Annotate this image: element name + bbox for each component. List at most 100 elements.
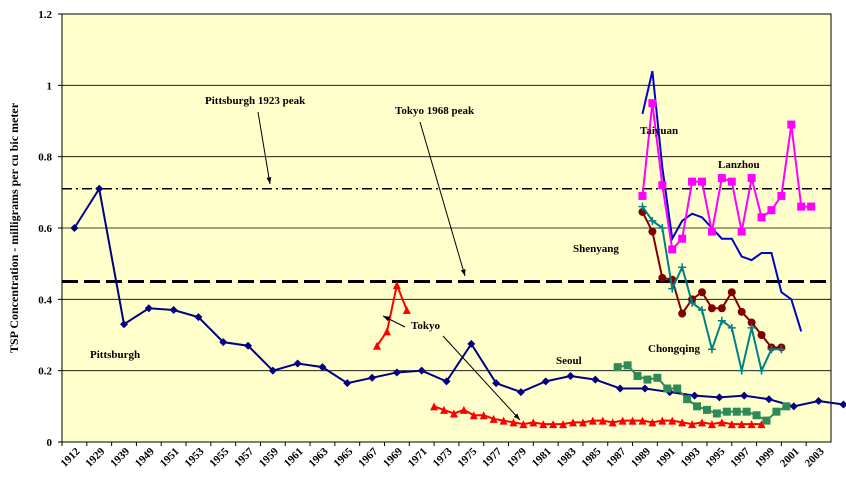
data-point (752, 411, 761, 420)
data-point (566, 372, 575, 381)
data-point (293, 359, 302, 368)
data-point (440, 405, 449, 414)
data-point (373, 341, 382, 350)
data-point (747, 174, 756, 183)
data-point (707, 227, 716, 236)
data-point (683, 395, 692, 404)
y-tick-label: 0.6 (38, 223, 52, 235)
x-tick-label: 2003 (803, 445, 827, 469)
data-point (740, 391, 749, 400)
data-point (459, 405, 468, 414)
data-point (648, 418, 657, 427)
y-tick-label: 0.2 (38, 366, 52, 378)
data-point (698, 177, 707, 186)
data-point (757, 331, 766, 339)
data-point (318, 363, 327, 372)
data-point (549, 420, 558, 429)
y-tick-labels: 0 0.2 0.4 0.6 0.8 1 1.2 (38, 9, 62, 449)
data-point (169, 306, 178, 315)
x-tick-label: 1989 (629, 445, 653, 469)
series-seoul (613, 361, 791, 425)
data-point (591, 375, 600, 384)
data-point (144, 304, 153, 313)
y-tick-label: 1 (47, 80, 53, 92)
x-tick-label: 1939 (108, 445, 132, 469)
data-point (509, 418, 518, 427)
data-point (668, 416, 677, 425)
data-point (95, 184, 104, 193)
x-tick-label: 1955 (207, 445, 231, 469)
data-point (698, 288, 707, 297)
data-point (727, 177, 736, 186)
data-point (747, 318, 756, 327)
data-point (244, 341, 253, 350)
data-point (789, 402, 798, 411)
annotation-label: Pittsburgh (90, 349, 140, 361)
series-line (73, 186, 846, 408)
data-point (782, 402, 791, 411)
series-taiyuan (641, 70, 803, 332)
annotation-label: Seoul (556, 355, 582, 367)
data-point (194, 313, 203, 322)
data-point (402, 306, 411, 315)
x-tick-label: 1977 (480, 445, 504, 469)
annotation-arrowhead (266, 177, 272, 184)
y-tick-label: 1.2 (38, 9, 52, 21)
x-tick-label: 1969 (381, 445, 405, 469)
y-tick-label: 0.4 (38, 294, 52, 306)
annotation-arrowhead (383, 316, 390, 322)
data-point (807, 202, 816, 211)
data-point (693, 402, 702, 411)
data-point (616, 384, 625, 393)
x-tick-label: 1967 (356, 445, 380, 469)
x-tick-label: 1965 (331, 445, 355, 469)
x-tick-label: 1985 (579, 445, 603, 469)
data-point (839, 400, 846, 409)
data-point (382, 327, 391, 336)
annotation-label: Tokyo 1968 peak (395, 105, 475, 117)
data-point (717, 418, 726, 427)
x-tick-label: 1929 (83, 445, 107, 469)
data-point (417, 366, 426, 375)
annotation-label: Chongqing (648, 343, 700, 355)
data-point (717, 174, 726, 183)
data-point (648, 227, 657, 236)
data-point (559, 420, 568, 429)
series-line (433, 405, 762, 426)
x-tick-label: 1971 (406, 446, 430, 470)
data-point (715, 393, 724, 402)
data-point (747, 420, 756, 429)
annotation-label: Lanzhou (718, 159, 760, 171)
data-point (479, 411, 488, 420)
x-tick-label: 1987 (604, 445, 628, 469)
data-point (633, 372, 642, 381)
annotation-label: Pittsburgh 1923 peak (205, 95, 306, 107)
data-point (777, 191, 786, 200)
x-tick-label: 1961 (282, 446, 306, 470)
data-point (516, 388, 525, 397)
data-point (797, 202, 806, 211)
data-point (764, 395, 773, 404)
data-point (727, 420, 736, 429)
data-point (529, 418, 538, 427)
data-point (588, 416, 597, 425)
data-point (541, 377, 550, 386)
data-point (787, 120, 796, 129)
annotation-arrow (419, 121, 466, 277)
data-point (722, 407, 731, 416)
series-chongqing (638, 202, 786, 375)
x-tick-label: 1963 (307, 445, 331, 469)
x-tick-label: 1975 (455, 445, 479, 469)
data-point (653, 373, 662, 382)
x-tick-label: 1979 (505, 445, 529, 469)
series-segment-2 (430, 402, 766, 429)
data-point (707, 420, 716, 429)
data-point (120, 320, 129, 329)
data-point (598, 416, 607, 425)
x-tick-label: 1981 (530, 446, 554, 470)
series-line (641, 103, 812, 252)
data-point (737, 420, 746, 429)
data-point (499, 416, 508, 425)
series-tokyo (373, 281, 411, 350)
x-tick-label: 1999 (753, 445, 777, 469)
